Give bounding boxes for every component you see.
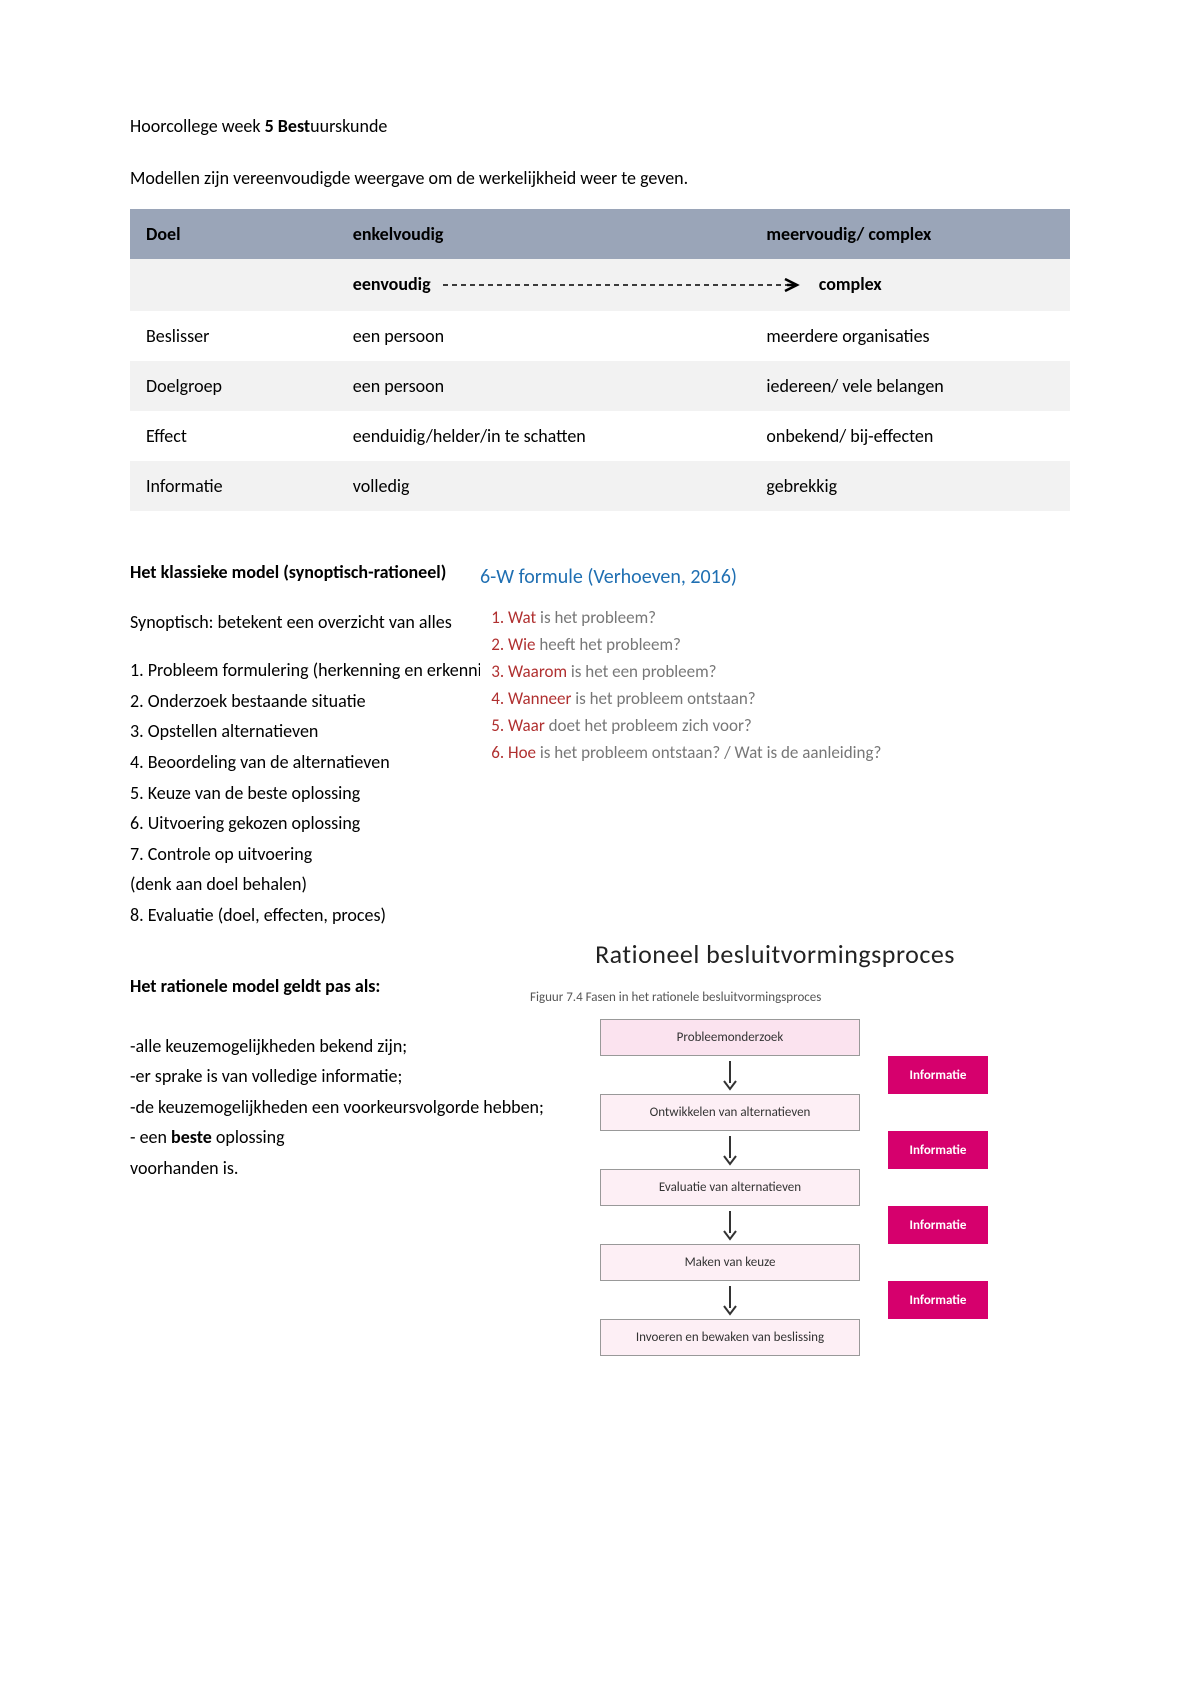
- proces-arrow-row: Informatie: [600, 1131, 1030, 1169]
- th-enkelvoudig: enkelvoudig: [337, 209, 751, 259]
- arrow-row-empty: [130, 259, 337, 311]
- cell: Informatie: [130, 461, 337, 511]
- sixw-item: Waarom is het een probleem?: [508, 661, 1020, 682]
- dashed-arrow-icon: [435, 275, 815, 297]
- sixw-item: Wanneer is het probleem ontstaan?: [508, 688, 1020, 709]
- sixw-rest: heeft het probleem?: [535, 634, 680, 655]
- arrow-down-icon: [600, 1056, 860, 1094]
- cell: Beslisser: [130, 311, 337, 361]
- arrow-down-icon: [600, 1131, 860, 1169]
- cell: een persoon: [337, 361, 751, 411]
- cell: eenduidig/helder/in te schatten: [337, 411, 751, 461]
- proces-info: Informatie: [888, 1056, 988, 1094]
- title-prefix: Hoorcollege week: [130, 115, 265, 137]
- table-row: Beslisser een persoon meerdere organisat…: [130, 311, 1070, 361]
- sixw-kw: Wie: [508, 634, 535, 655]
- arrow-left-label: eenvoudig: [353, 273, 431, 295]
- cell: een persoon: [337, 311, 751, 361]
- table-row: Informatie volledig gebrekkig: [130, 461, 1070, 511]
- cell: Doelgroep: [130, 361, 337, 411]
- proces-step: Invoeren en bewaken van beslissing: [600, 1319, 860, 1356]
- rationeel-last-bold: beste: [171, 1126, 216, 1148]
- title-bold: 5 Best: [265, 115, 311, 137]
- proces-row: Invoeren en bewaken van beslissing: [600, 1319, 1030, 1356]
- intro-line: Modellen zijn vereenvoudigde weergave om…: [130, 167, 1070, 189]
- proces-arrow-row: Informatie: [600, 1281, 1030, 1319]
- klassiek-item: 7. Controle op uitvoering: [130, 839, 1070, 870]
- cell: volledig: [337, 461, 751, 511]
- proces-caption: Figuur 7.4 Fasen in het rationele beslui…: [530, 990, 1080, 1005]
- cell: iedereen/ vele belangen: [750, 361, 1070, 411]
- sixw-title: 6-W formule (Verhoeven, 2016): [480, 565, 1020, 589]
- proces-diagram: Rationeel besluitvormingsproces Figuur 7…: [470, 938, 1080, 1356]
- arrow-down-icon: [600, 1281, 860, 1319]
- cell: onbekend/ bij-effecten: [750, 411, 1070, 461]
- proces-step: Probleemonderzoek: [600, 1019, 860, 1056]
- sixw-kw: Hoe: [508, 742, 536, 763]
- title-suffix: uurskunde: [310, 115, 387, 137]
- table-arrow-row: eenvoudig complex: [130, 259, 1070, 311]
- rationeel-last-post: oplossing: [216, 1126, 285, 1148]
- proces-title: Rationeel besluitvormingsproces: [470, 938, 1080, 970]
- arrow-right-label: complex: [819, 273, 882, 295]
- sixw-kw: Wanneer: [508, 688, 571, 709]
- page-title: Hoorcollege week 5 Bestuurskunde: [130, 115, 1070, 137]
- proces-row: Evaluatie van alternatieven: [600, 1169, 1030, 1206]
- sixw-item: Wat is het probleem?: [508, 607, 1020, 628]
- klassiek-item: 8. Evaluatie (doel, effecten, proces): [130, 900, 1070, 931]
- sixw-item: Hoe is het probleem ontstaan? / Wat is d…: [508, 742, 1020, 763]
- proces-arrow-row: Informatie: [600, 1056, 1030, 1094]
- sixw-item: Waar doet het probleem zich voor?: [508, 715, 1020, 736]
- proces-info: Informatie: [888, 1131, 988, 1169]
- sixw-rest: is het probleem?: [536, 607, 656, 628]
- klassiek-item: (denk aan doel behalen): [130, 869, 1070, 900]
- arrow-row-content: eenvoudig complex: [337, 259, 1070, 311]
- klassiek-item: 5. Keuze van de beste oplossing: [130, 778, 1070, 809]
- proces-row: Probleemonderzoek: [600, 1019, 1030, 1056]
- proces-flow: Probleemonderzoek Informatie Ontwikkelen…: [600, 1019, 1030, 1356]
- cell: gebrekkig: [750, 461, 1070, 511]
- proces-row: Ontwikkelen van alternatieven: [600, 1094, 1030, 1131]
- proces-step: Evaluatie van alternatieven: [600, 1169, 860, 1206]
- sixw-kw: Wat: [508, 607, 536, 628]
- rationeel-last-pre: - een: [130, 1126, 171, 1148]
- sixw-rest: is het probleem ontstaan? / Wat is de aa…: [536, 742, 881, 763]
- proces-info: Informatie: [888, 1206, 988, 1244]
- model-table: Doel enkelvoudig meervoudig/ complex een…: [130, 209, 1070, 511]
- proces-step: Ontwikkelen van alternatieven: [600, 1094, 860, 1131]
- th-doel: Doel: [130, 209, 337, 259]
- sixw-rest: is het een probleem?: [567, 661, 717, 682]
- proces-step: Maken van keuze: [600, 1244, 860, 1281]
- table-row: Doelgroep een persoon iedereen/ vele bel…: [130, 361, 1070, 411]
- sixw-rest: is het probleem ontstaan?: [571, 688, 755, 709]
- proces-info: Informatie: [888, 1281, 988, 1319]
- klassiek-item: 6. Uitvoering gekozen oplossing: [130, 808, 1070, 839]
- sixw-item: Wie heeft het probleem?: [508, 634, 1020, 655]
- sixw-rest: doet het probleem zich voor?: [545, 715, 752, 736]
- cell: Effect: [130, 411, 337, 461]
- table-row: Effect eenduidig/helder/in te schatten o…: [130, 411, 1070, 461]
- sixw-list: Wat is het probleem? Wie heeft het probl…: [480, 607, 1020, 763]
- arrow-down-icon: [600, 1206, 860, 1244]
- sixw-kw: Waar: [508, 715, 545, 736]
- sixw-kw: Waarom: [508, 661, 567, 682]
- table-header-row: Doel enkelvoudig meervoudig/ complex: [130, 209, 1070, 259]
- cell: meerdere organisaties: [750, 311, 1070, 361]
- proces-row: Maken van keuze: [600, 1244, 1030, 1281]
- sixw-box: 6-W formule (Verhoeven, 2016) Wat is het…: [480, 565, 1020, 769]
- proces-arrow-row: Informatie: [600, 1206, 1030, 1244]
- th-meervoudig: meervoudig/ complex: [750, 209, 1070, 259]
